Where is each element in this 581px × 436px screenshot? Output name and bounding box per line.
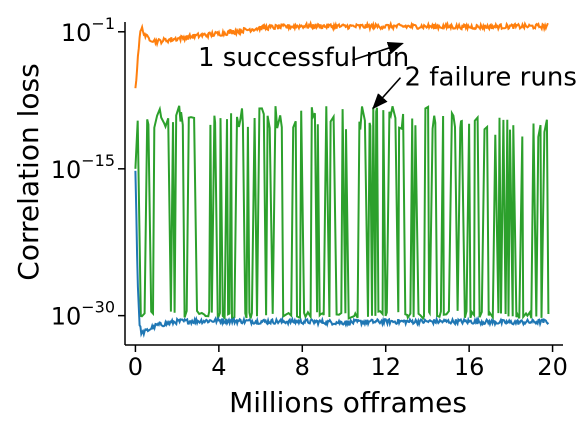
x-tick-label: 12 — [370, 353, 401, 381]
annotation-arrow — [352, 42, 404, 61]
x-tick-label: 8 — [295, 353, 310, 381]
annotation-arrow — [372, 77, 402, 110]
x-tick-label: 0 — [128, 353, 143, 381]
y-axis-label: Correlation loss — [12, 63, 45, 280]
y-tick-label: 10−30 — [51, 298, 115, 331]
series-successful-run-line — [134, 20, 549, 89]
annotation-successful-run: 1 successful run — [198, 43, 409, 73]
x-tick-label: 16 — [454, 353, 485, 381]
series-blue-line — [134, 170, 550, 338]
x-tick-label: 20 — [537, 353, 568, 381]
x-ticks: 0 4 8 12 16 20 — [128, 345, 568, 381]
x-axis-label: Millions offrames — [229, 386, 467, 419]
series-failure-runs-line — [134, 105, 550, 321]
y-ticks: 10−1 10−15 10−30 — [51, 14, 125, 331]
y-tick-label: 10−15 — [51, 151, 115, 184]
annotation-failure-runs: 2 failure runs — [404, 63, 576, 93]
y-tick-label: 10−1 — [61, 14, 115, 47]
plot-series — [134, 20, 550, 338]
x-tick-label: 4 — [211, 353, 226, 381]
